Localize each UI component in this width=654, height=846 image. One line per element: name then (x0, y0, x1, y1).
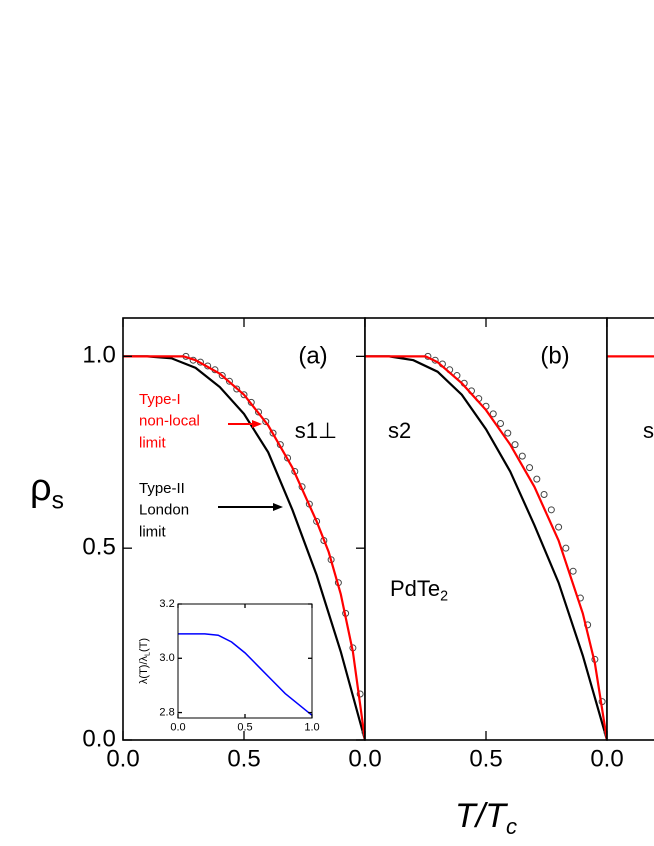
curve (365, 355, 607, 740)
data-point (562, 544, 570, 552)
plot-area (178, 633, 312, 716)
x-tick-label: 0.0 (590, 746, 623, 773)
annotation: Type-II (139, 480, 185, 497)
data-point (526, 464, 534, 472)
x-tick-label: 0.5 (227, 746, 260, 773)
y-tick-label: 3.2 (159, 598, 174, 610)
data-point (533, 475, 541, 483)
data-point (218, 372, 226, 380)
y-tick-label: 1.0 (82, 342, 115, 369)
data-point (313, 517, 321, 525)
data-point (547, 506, 555, 514)
plot-bg (607, 318, 654, 740)
panel (177, 603, 313, 719)
y-axis-label-main: ρ (30, 467, 52, 509)
data-point (269, 429, 277, 437)
data-point (262, 418, 270, 426)
y-tick-label: 3.0 (159, 652, 174, 664)
annotation: limit (139, 523, 166, 540)
y-axis-label: λ(T)/λL(T) (138, 638, 151, 684)
y-axis-label-sub: s (52, 487, 64, 514)
x-axis-label-main: T/T (455, 797, 508, 835)
annotation: s2 (388, 418, 411, 443)
x-tick-label: 0.0 (348, 746, 381, 773)
annotation: s (643, 418, 654, 443)
x-axis-label-sub: c (506, 814, 517, 839)
data-point (603, 728, 607, 736)
x-tick-label: 1.0 (304, 721, 319, 733)
annotation: s1⊥ (295, 418, 337, 443)
data-point (361, 728, 365, 736)
curve (365, 355, 607, 740)
x-axis-label: T/Tc (455, 797, 517, 839)
data-point (240, 391, 248, 399)
y-tick-label: 2.8 (159, 706, 174, 718)
curve (123, 355, 365, 740)
data-point (497, 420, 505, 427)
y-tick-label: 0.0 (82, 725, 115, 752)
data-point (489, 410, 497, 418)
annotation: London (139, 502, 189, 519)
plot-area (123, 352, 365, 740)
annotation-main: PdTe (390, 576, 440, 601)
data-point (233, 385, 241, 393)
annotation: limit (139, 434, 166, 451)
data-point (518, 452, 526, 460)
plot-bg (365, 318, 607, 740)
annotation: (a) (298, 342, 327, 369)
panel (606, 317, 654, 741)
x-tick-label: 0.0 (170, 721, 185, 733)
y-axis-label: ρs (30, 467, 64, 514)
curve (178, 633, 312, 716)
data-point (504, 429, 512, 437)
data-point (225, 377, 233, 385)
y-axis-label-main: λ(T)/λ (138, 655, 150, 684)
x-tick-label: 0.5 (237, 721, 252, 733)
x-tick-label: 0.0 (106, 746, 139, 773)
arrow-head (252, 420, 262, 428)
curve (123, 355, 365, 740)
arrow-head (273, 503, 283, 511)
annotation: (b) (540, 342, 569, 369)
annotation-sub: 2 (440, 588, 448, 604)
annotation: PdTe2 (390, 576, 448, 605)
data-point (569, 567, 577, 575)
y-tick-label: 0.5 (82, 534, 115, 561)
data-point (555, 523, 563, 531)
plot-area (365, 352, 607, 740)
annotation: non-local (139, 413, 200, 430)
x-tick-label: 0.5 (469, 746, 502, 773)
data-point (255, 408, 263, 416)
panel (364, 317, 608, 741)
data-point (540, 490, 548, 498)
annotation: Type-I (139, 391, 181, 408)
plot-bg (178, 604, 312, 718)
frame (606, 317, 654, 741)
data-point (511, 441, 519, 449)
y-axis-label-suffix: (T) (138, 638, 150, 652)
y-axis-label-sub: L (143, 652, 151, 656)
